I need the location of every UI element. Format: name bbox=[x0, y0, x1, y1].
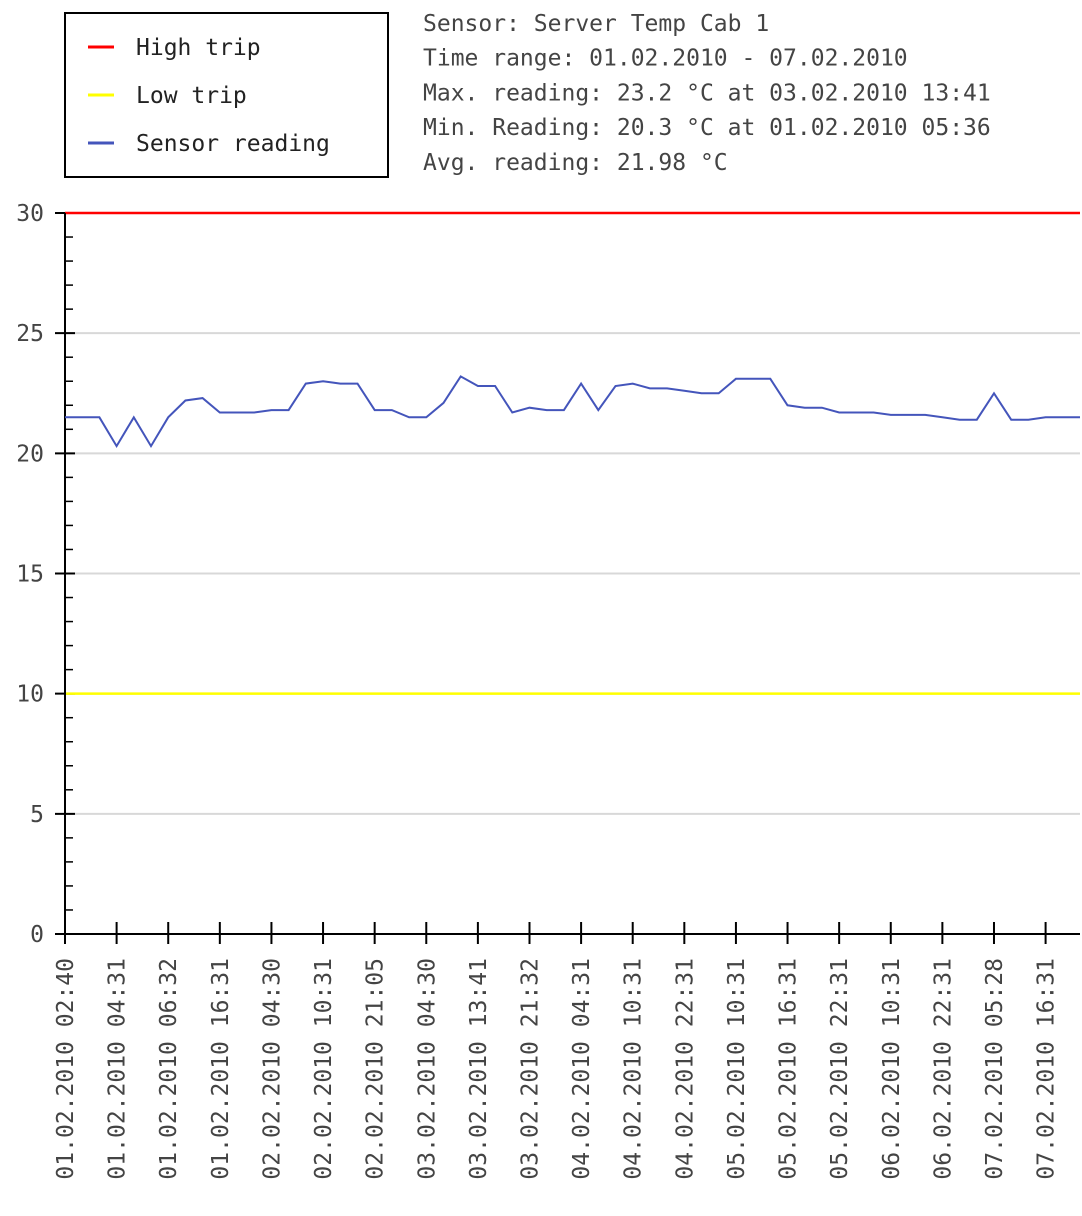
y-tick-label: 0 bbox=[30, 922, 44, 948]
x-tick-label: 06.02.2010 10:31 bbox=[879, 958, 905, 1180]
y-tick-label: 15 bbox=[16, 562, 44, 588]
x-tick-label: 05.02.2010 22:31 bbox=[827, 958, 853, 1180]
info-line: Max. reading: 23.2 °C at 03.02.2010 13:4… bbox=[423, 80, 991, 106]
x-tick-label: 03.02.2010 04:30 bbox=[414, 958, 440, 1180]
legend-label: Low trip bbox=[136, 83, 247, 109]
y-tick-label: 5 bbox=[30, 802, 44, 828]
x-tick-label: 01.02.2010 06:32 bbox=[156, 958, 182, 1180]
legend-label: Sensor reading bbox=[136, 131, 330, 157]
x-tick-label: 06.02.2010 22:31 bbox=[930, 958, 956, 1180]
x-tick-label: 05.02.2010 16:31 bbox=[776, 958, 802, 1180]
y-tick-label: 20 bbox=[16, 441, 44, 467]
x-tick-label: 04.02.2010 04:31 bbox=[569, 958, 595, 1180]
x-tick-label: 04.02.2010 22:31 bbox=[672, 958, 698, 1180]
x-tick-label: 02.02.2010 04:30 bbox=[259, 958, 285, 1180]
x-tick-label: 05.02.2010 10:31 bbox=[724, 958, 750, 1180]
info-line: Time range: 01.02.2010 - 07.02.2010 bbox=[423, 46, 908, 72]
y-tick-label: 30 bbox=[16, 201, 44, 227]
y-tick-label: 25 bbox=[16, 321, 44, 347]
x-tick-label: 03.02.2010 13:41 bbox=[466, 958, 492, 1180]
y-tick-label: 10 bbox=[16, 682, 44, 708]
x-tick-label: 02.02.2010 10:31 bbox=[311, 958, 337, 1180]
legend-box bbox=[64, 12, 389, 178]
x-tick-label: 01.02.2010 16:31 bbox=[208, 958, 234, 1180]
legend-label: High trip bbox=[136, 35, 261, 61]
x-tick-label: 03.02.2010 21:32 bbox=[517, 958, 543, 1180]
x-tick-label: 04.02.2010 10:31 bbox=[621, 958, 647, 1180]
x-tick-label: 07.02.2010 16:31 bbox=[1034, 958, 1060, 1180]
x-tick-label: 01.02.2010 02:40 bbox=[53, 958, 79, 1180]
x-tick-label: 02.02.2010 21:05 bbox=[363, 958, 389, 1180]
info-line: Sensor: Server Temp Cab 1 bbox=[423, 11, 769, 37]
info-line: Avg. reading: 21.98 °C bbox=[423, 150, 728, 176]
x-tick-label: 07.02.2010 05:28 bbox=[982, 958, 1008, 1180]
x-tick-label: 01.02.2010 04:31 bbox=[105, 958, 131, 1180]
info-line: Min. Reading: 20.3 °C at 01.02.2010 05:3… bbox=[423, 115, 991, 141]
sensor-line bbox=[65, 375, 1080, 449]
